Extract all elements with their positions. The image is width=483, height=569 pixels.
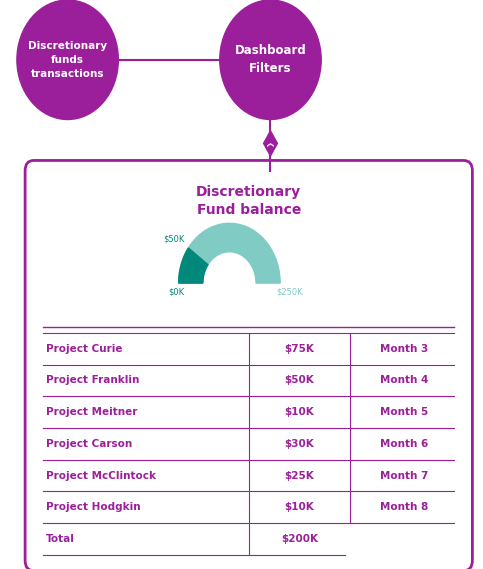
Polygon shape bbox=[179, 248, 208, 283]
Text: $200K: $200K bbox=[281, 534, 318, 544]
Text: ❯: ❯ bbox=[267, 141, 274, 146]
Text: Discretionary
Fund balance: Discretionary Fund balance bbox=[196, 185, 301, 217]
Text: $10K: $10K bbox=[284, 502, 314, 512]
Text: $30K: $30K bbox=[284, 439, 314, 449]
Circle shape bbox=[220, 0, 321, 119]
Circle shape bbox=[17, 0, 118, 119]
Text: Discretionary
funds
transactions: Discretionary funds transactions bbox=[28, 41, 107, 79]
Text: Month 3: Month 3 bbox=[380, 344, 428, 354]
Text: Month 5: Month 5 bbox=[380, 407, 428, 417]
Text: Month 6: Month 6 bbox=[380, 439, 428, 449]
FancyBboxPatch shape bbox=[25, 160, 472, 569]
Text: Project Franklin: Project Franklin bbox=[46, 376, 139, 385]
Text: $75K: $75K bbox=[284, 344, 314, 354]
Text: $0K: $0K bbox=[168, 288, 185, 296]
Text: Project Curie: Project Curie bbox=[46, 344, 122, 354]
Polygon shape bbox=[179, 224, 280, 283]
Text: $50K: $50K bbox=[284, 376, 314, 385]
Text: Month 7: Month 7 bbox=[380, 471, 428, 481]
Text: Month 8: Month 8 bbox=[380, 502, 428, 512]
Text: Dashboard
Filters: Dashboard Filters bbox=[235, 44, 306, 75]
Polygon shape bbox=[264, 131, 277, 156]
Text: $250K: $250K bbox=[276, 288, 303, 296]
Text: $50K: $50K bbox=[163, 234, 185, 243]
Text: Project McClintock: Project McClintock bbox=[46, 471, 156, 481]
Text: Project Meitner: Project Meitner bbox=[46, 407, 137, 417]
Text: $25K: $25K bbox=[284, 471, 314, 481]
Text: Total: Total bbox=[46, 534, 75, 544]
Text: $10K: $10K bbox=[284, 407, 314, 417]
Text: Project Carson: Project Carson bbox=[46, 439, 132, 449]
Text: Project Hodgkin: Project Hodgkin bbox=[46, 502, 141, 512]
Text: Month 4: Month 4 bbox=[380, 376, 428, 385]
